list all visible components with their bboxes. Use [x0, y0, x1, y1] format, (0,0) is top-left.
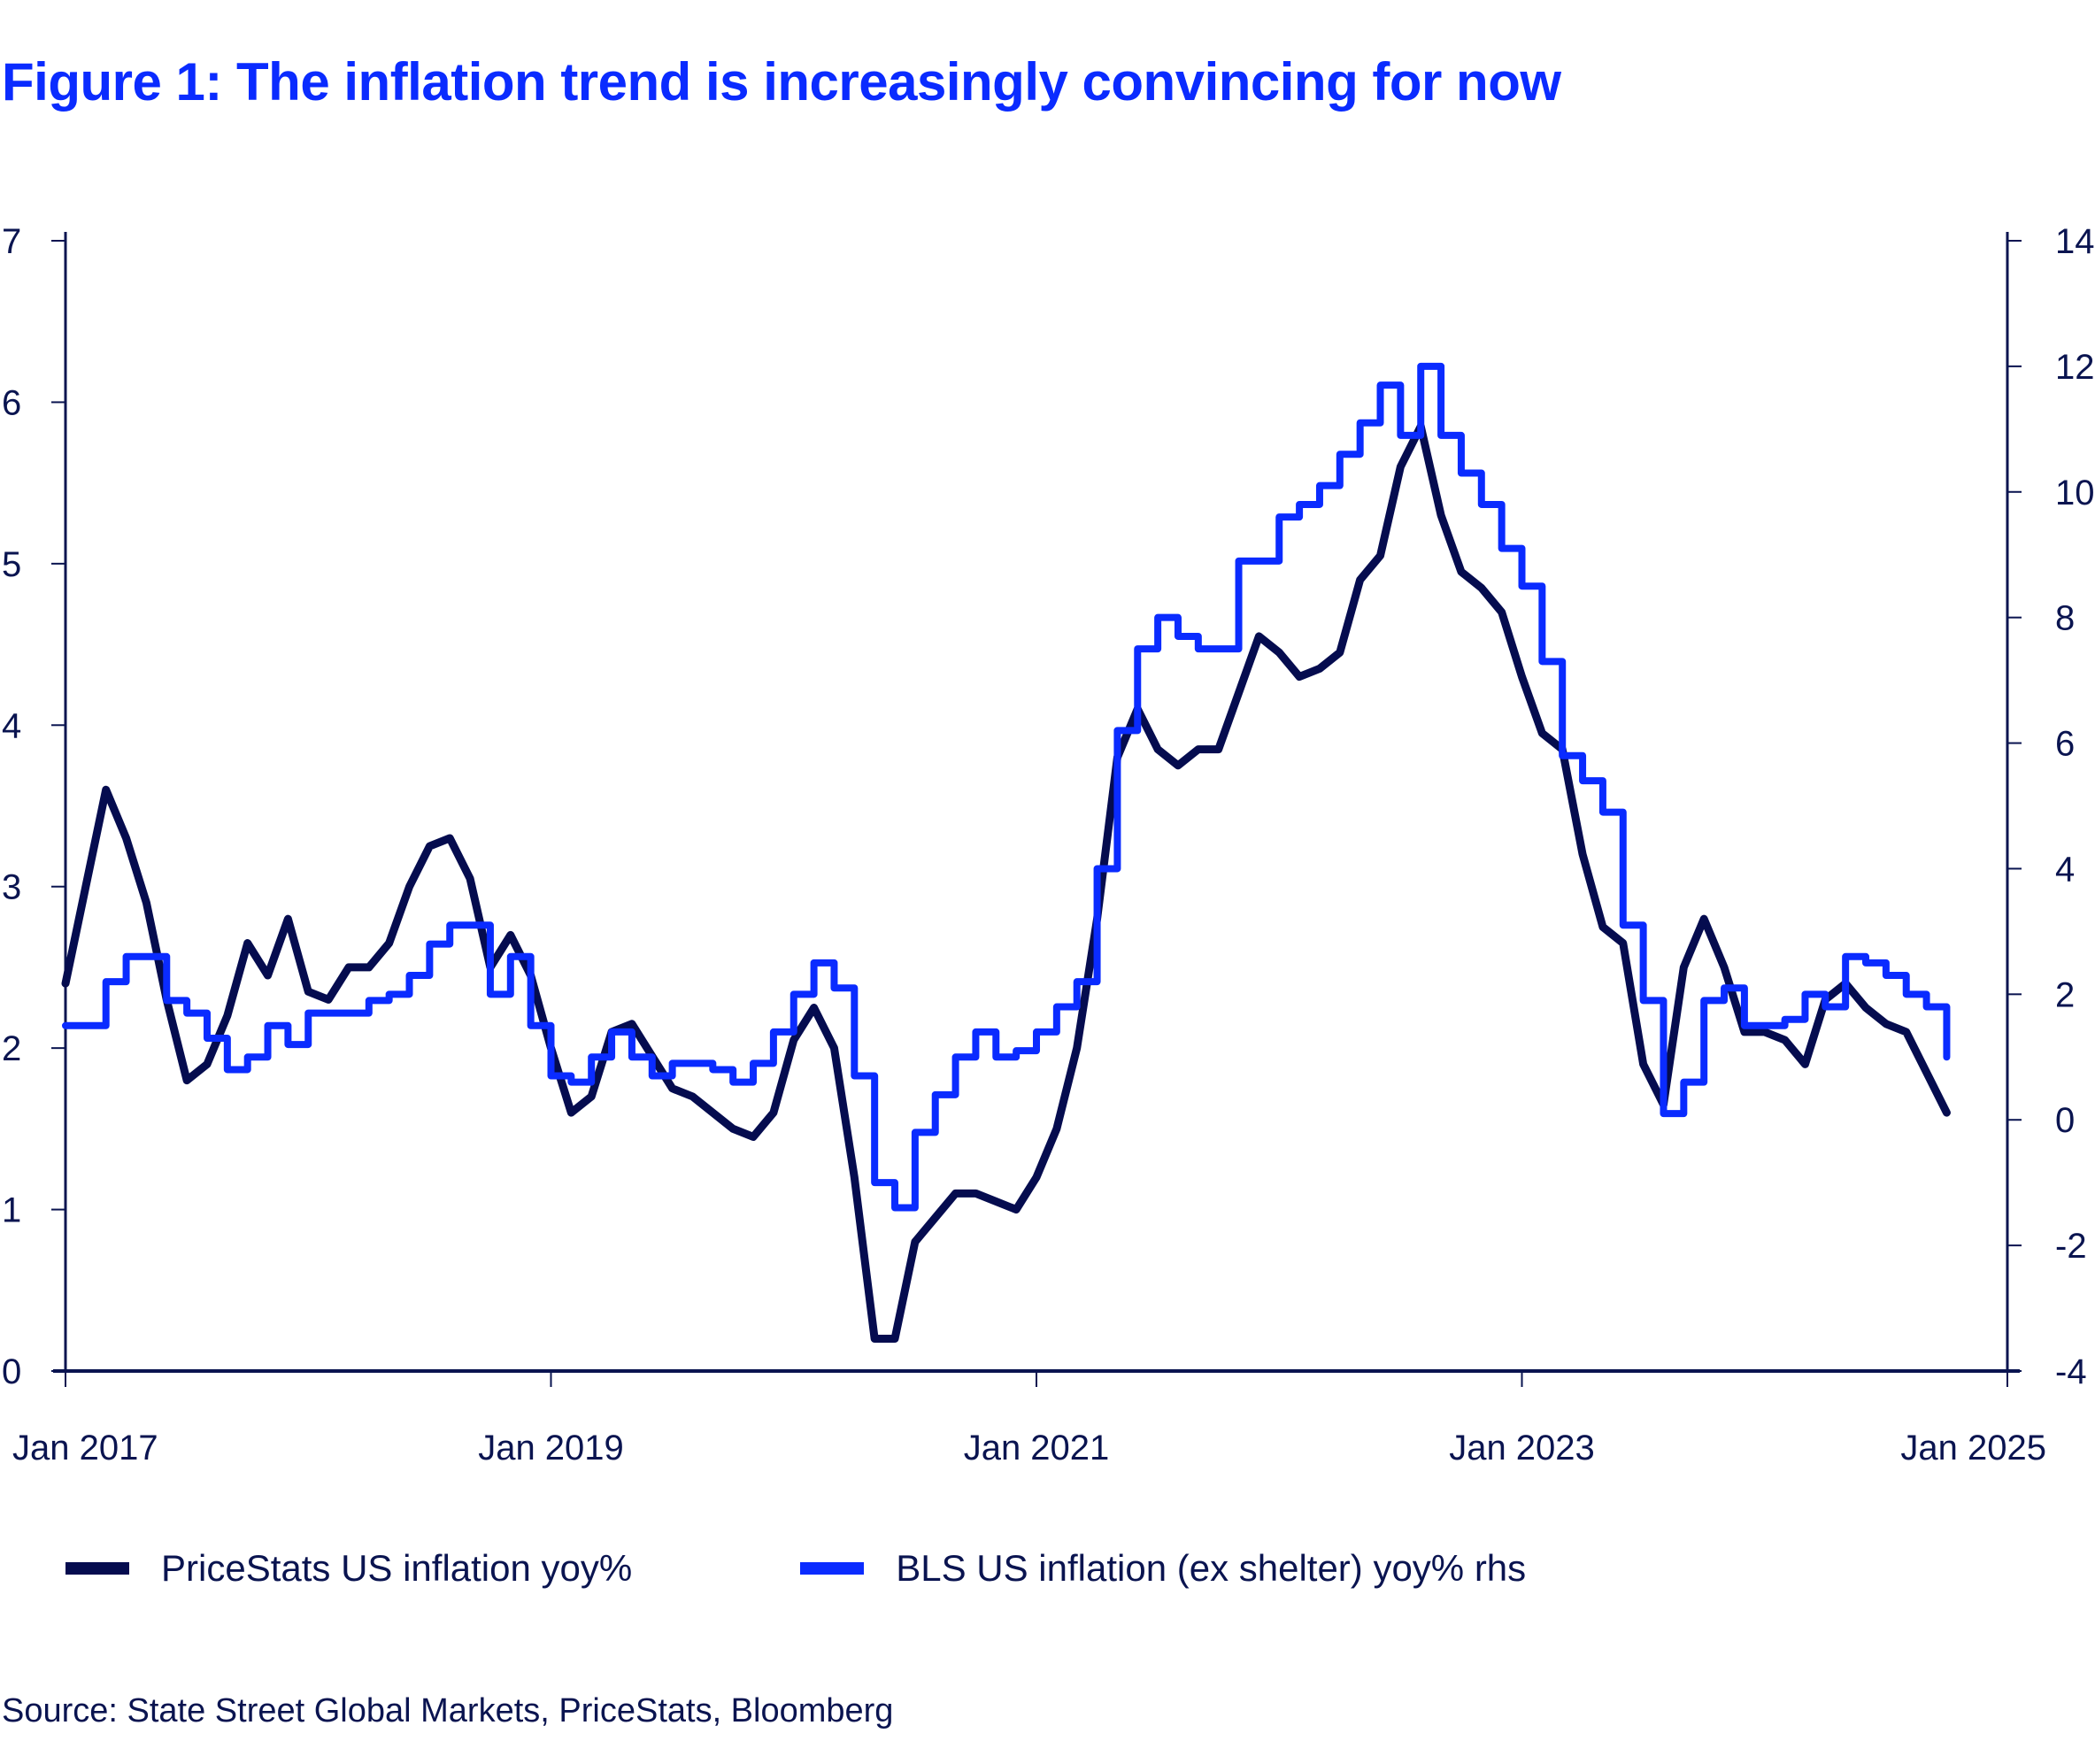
x-tick-label: Jan 2023 — [1449, 1429, 1595, 1467]
legend-item-bls: BLS US inflation (ex shelter) yoy% rhs — [800, 1547, 1526, 1590]
source-note: Source: State Street Global Markets, Pri… — [2, 1692, 894, 1729]
y-right-tick-label: -2 — [2055, 1227, 2087, 1266]
y-right-tick-label: 8 — [2055, 599, 2075, 638]
y-right-tick-label: 0 — [2055, 1101, 2075, 1140]
y-right-tick-label: 12 — [2055, 348, 2095, 387]
y-left-tick-label: 1 — [2, 1191, 21, 1230]
y-right-tick-label: 14 — [2055, 222, 2095, 261]
y-left-tick-label: 3 — [2, 868, 21, 907]
y-right-tick-label: -4 — [2055, 1352, 2087, 1391]
y-right-tick-label: 2 — [2055, 975, 2075, 1014]
y-left-tick-label: 0 — [2, 1352, 21, 1391]
series-line-pricestats — [61, 422, 1951, 1344]
series-layer — [61, 362, 1951, 1344]
y-left-tick-label: 7 — [2, 222, 21, 261]
y-left-tick-label: 2 — [2, 1029, 21, 1068]
x-tick-label: Jan 2019 — [478, 1429, 624, 1467]
y-left-tick-label: 4 — [2, 706, 21, 745]
y-left-tick-label: 6 — [2, 383, 21, 422]
x-tick-label: Jan 2021 — [964, 1429, 1110, 1467]
y-right-tick-label: 4 — [2055, 850, 2075, 889]
y-left-tick-label: 5 — [2, 545, 21, 584]
legend-item-pricestats: PriceStats US inflation yoy% — [65, 1547, 632, 1590]
x-tick-label: Jan 2017 — [12, 1429, 158, 1467]
legend-swatch-bls — [800, 1562, 865, 1575]
legend-label-bls: BLS US inflation (ex shelter) yoy% rhs — [896, 1547, 1527, 1589]
y-right-tick-label: 6 — [2055, 725, 2075, 764]
legend: PriceStats US inflation yoy% BLS US infl… — [65, 1547, 1694, 1590]
legend-swatch-pricestats — [65, 1562, 129, 1575]
series-line-bls — [62, 362, 1951, 1212]
chart-title: Figure 1: The inflation trend is increas… — [2, 52, 1561, 112]
legend-label-pricestats: PriceStats US inflation yoy% — [161, 1547, 633, 1589]
y-right-tick-label: 10 — [2055, 474, 2095, 512]
x-tick-label: Jan 2025 — [1900, 1429, 2046, 1467]
